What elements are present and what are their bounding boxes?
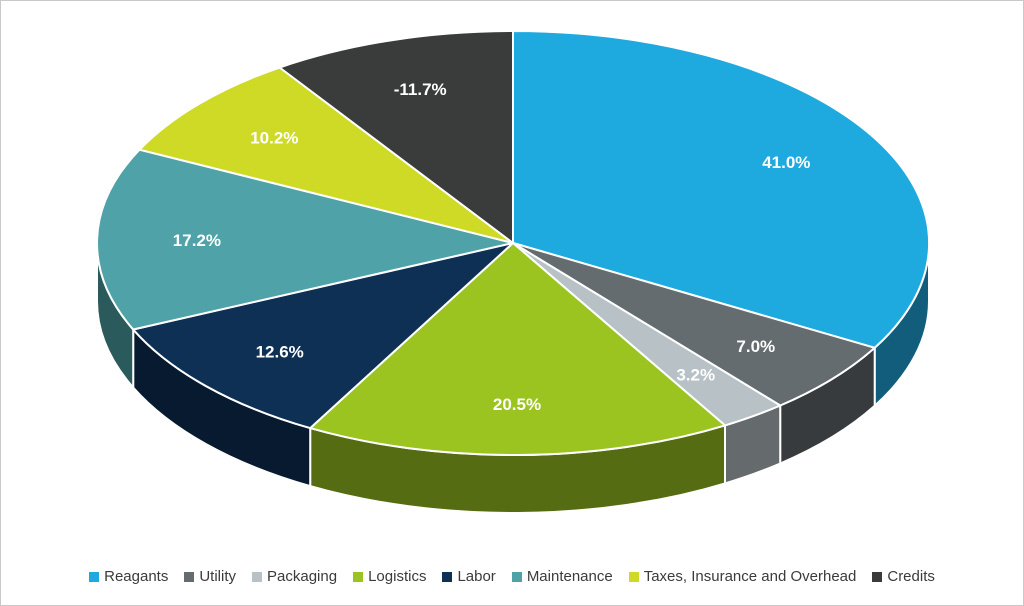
- legend-item-utility: Utility: [184, 568, 236, 585]
- legend-marker-maintenance: [511, 571, 522, 582]
- pie-slice-label-credits: -11.7%: [394, 80, 447, 99]
- legend-marker-labor: [442, 571, 453, 582]
- pie-slice-taxes-insurance-and-overhead: [138, 66, 514, 244]
- legend-item-packaging: Packaging: [252, 568, 337, 585]
- legend-marker-packaging: [252, 571, 263, 582]
- pie-slice-label-packaging: 3.2%: [676, 366, 715, 385]
- legend-item-logistics: Logistics: [353, 568, 426, 585]
- legend-label-logistics: Logistics: [368, 568, 427, 585]
- pie-chart: 41.0% 7.0% 3.2% 20.5% 12.6% 17.2% 10.2% -11.7%: [96, 30, 931, 514]
- legend-label-utility: Utility: [199, 568, 237, 585]
- pie-slice-reagants: [512, 30, 931, 349]
- legend-marker-credits: [872, 571, 883, 582]
- legend-label-reagants: Reagants: [104, 568, 169, 585]
- pie-slice-labor: [132, 242, 514, 430]
- pie-slice-label-reagants: 41.0%: [762, 153, 810, 172]
- legend-item-reagants: Reagants: [89, 568, 168, 585]
- pie-slice-label-logistics: 20.5%: [493, 395, 541, 414]
- pie-slice-label-taxes-insurance-and-overhead: 10.2%: [250, 128, 298, 147]
- legend-marker-utility: [184, 571, 195, 582]
- legend-item-credits: Credits: [872, 568, 935, 585]
- pie-slice-utility: [512, 242, 876, 407]
- legend-item-maintenance: Maintenance: [511, 568, 613, 585]
- legend-label-labor: Labor: [457, 568, 496, 585]
- pie-slice-credits: [278, 30, 514, 244]
- legend-marker-logistics: [353, 571, 364, 582]
- chart-legend: Reagants Utility Packaging Logistics Labor Ma…: [1, 568, 1023, 585]
- legend-item-taxes-insurance-and-overhead: Taxes, Insurance and Overhead: [628, 568, 857, 585]
- legend-item-labor: Labor: [442, 568, 496, 585]
- legend-marker-reagants: [89, 571, 100, 582]
- legend-label-maintenance: Maintenance: [526, 568, 613, 585]
- legend-label-packaging: Packaging: [267, 568, 338, 585]
- pie-slice-maintenance: [96, 148, 514, 331]
- pie-slice-label-maintenance: 17.2%: [173, 231, 221, 250]
- pie-slice-logistics: [309, 242, 726, 456]
- pie-slice-label-labor: 12.6%: [256, 343, 304, 362]
- legend-label-credits: Credits: [887, 568, 935, 585]
- legend-marker-taxes-insurance-and-overhead: [628, 571, 639, 582]
- pie-slice-label-utility: 7.0%: [736, 337, 775, 356]
- legend-label-taxes-insurance-and-overhead: Taxes, Insurance and Overhead: [643, 568, 857, 585]
